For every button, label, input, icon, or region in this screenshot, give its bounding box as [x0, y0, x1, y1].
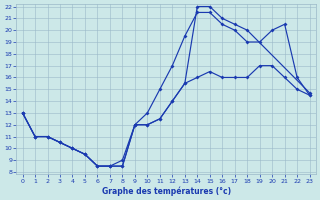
X-axis label: Graphe des températures (°c): Graphe des températures (°c) — [101, 186, 231, 196]
